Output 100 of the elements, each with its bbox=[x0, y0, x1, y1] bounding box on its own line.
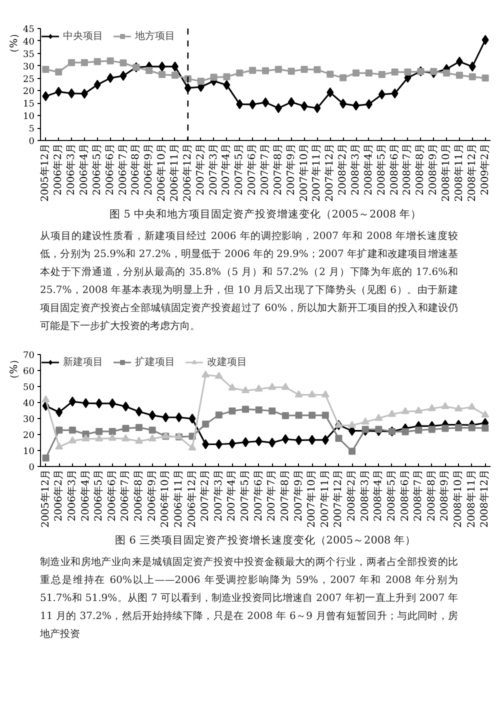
x-tick-label: 2006年2月 bbox=[52, 470, 65, 522]
point bbox=[274, 66, 282, 73]
point bbox=[402, 428, 409, 436]
point bbox=[42, 454, 50, 462]
x-tick-label: 2006年7月 bbox=[116, 144, 129, 196]
point bbox=[68, 396, 76, 407]
point bbox=[481, 410, 490, 418]
point bbox=[68, 88, 76, 98]
point bbox=[430, 68, 438, 76]
text: 图 6 三类项目固定资产投资增长速度变化（2005～2008 年） bbox=[114, 534, 416, 546]
x-tick-label: 2007年12月 bbox=[332, 469, 344, 528]
point bbox=[443, 70, 450, 77]
point bbox=[348, 448, 356, 455]
point bbox=[361, 417, 370, 425]
x-tick-label: 2008年8月 bbox=[414, 144, 426, 196]
x-tick-label: 2008年12月 bbox=[466, 143, 478, 202]
x-tick-label: 2006年12月 bbox=[181, 143, 194, 202]
text: 制造业和房地产业向来是城镇固定资产投资中投资金额最大的两个行业，两者占全部投资的比重总是维持在 60%以上——2006 年受调控影响降为 59%，2007 年和 2008 年分别为 51.7%和 51.9%。从图 7 可以看到，制造业投资同比增速自 2007 年初一直上升到 2007 年 11 月的 37.2%，然后开始持续下降，只是在 2008 年 6～9 月曾有短暂回升；与此同时，房地产投资 bbox=[40, 556, 458, 642]
point bbox=[197, 78, 204, 85]
point bbox=[294, 390, 303, 398]
point bbox=[482, 34, 489, 45]
point bbox=[391, 88, 398, 98]
point bbox=[314, 66, 321, 74]
point bbox=[415, 426, 422, 434]
point bbox=[223, 73, 230, 80]
x-tick-label: 2007年11月 bbox=[318, 469, 331, 528]
x-tick-label: 2006年3月 bbox=[66, 470, 78, 522]
x-tick-label: 2008年9月 bbox=[427, 144, 440, 196]
point bbox=[362, 426, 369, 433]
point bbox=[365, 70, 372, 77]
point bbox=[106, 73, 114, 84]
y-tick-label: 30 bbox=[23, 415, 35, 425]
point bbox=[136, 424, 143, 431]
point bbox=[210, 74, 218, 81]
point bbox=[228, 383, 236, 390]
x-tick-label: 2006年4月 bbox=[79, 470, 92, 522]
point bbox=[94, 80, 101, 90]
point bbox=[162, 412, 170, 422]
point bbox=[365, 99, 372, 110]
point bbox=[249, 66, 256, 74]
point bbox=[281, 382, 290, 390]
point bbox=[106, 57, 114, 64]
point bbox=[468, 402, 476, 410]
x-tick-label: 2007年9月 bbox=[284, 144, 297, 196]
point bbox=[80, 59, 88, 66]
point bbox=[171, 62, 178, 72]
x-tick-label: 2006年8月 bbox=[130, 144, 142, 196]
point bbox=[96, 428, 103, 435]
point bbox=[215, 439, 222, 450]
x-tick-label: 2008年6月 bbox=[388, 144, 400, 196]
x-tick-label: 2006年4月 bbox=[78, 144, 90, 196]
x-tick-label: 2006年12月 bbox=[186, 469, 198, 528]
point bbox=[352, 70, 360, 77]
y-tick-label: 0 bbox=[28, 463, 35, 473]
point bbox=[340, 98, 347, 109]
point bbox=[120, 70, 127, 81]
point bbox=[68, 426, 76, 434]
text: 图 5 中央和地方项目固定资产投资增速变化（2005～2008 年） bbox=[109, 208, 422, 220]
x-tick-label: 2007年5月 bbox=[239, 470, 252, 522]
y-tick-label: 10 bbox=[23, 447, 35, 457]
point bbox=[82, 434, 90, 442]
point bbox=[135, 436, 144, 444]
y-tick-label: 40 bbox=[23, 37, 35, 48]
point bbox=[184, 82, 192, 93]
point bbox=[288, 68, 295, 75]
x-tick-label: 2006年5月 bbox=[92, 470, 105, 522]
x-tick-label: 2008年4月 bbox=[362, 144, 374, 196]
point bbox=[55, 86, 62, 97]
x-tick-label: 2008年3月 bbox=[358, 470, 371, 522]
y-tick-label: 40 bbox=[23, 399, 35, 409]
x-tick-label: 2007年3月 bbox=[207, 144, 220, 196]
x-tick-label: 2008年12月 bbox=[478, 469, 491, 528]
x-tick-label: 2008年7月 bbox=[412, 470, 424, 522]
x-tick-label: 2006年5月 bbox=[90, 144, 103, 196]
x-tick-label: 2007年11月 bbox=[310, 143, 323, 202]
point bbox=[388, 410, 396, 417]
point bbox=[456, 56, 463, 67]
point bbox=[95, 434, 104, 442]
point bbox=[268, 407, 276, 414]
point bbox=[202, 439, 210, 450]
legend-label: 中央项目 bbox=[63, 30, 103, 43]
x-tick-label: 2007年8月 bbox=[278, 470, 291, 522]
point bbox=[468, 424, 476, 432]
point bbox=[148, 426, 156, 434]
point bbox=[136, 406, 143, 417]
x-tick-label: 2008年11月 bbox=[452, 143, 465, 202]
y-tick-label: 15 bbox=[23, 100, 35, 110]
point bbox=[295, 435, 302, 446]
point bbox=[108, 428, 116, 435]
point bbox=[268, 438, 276, 448]
point bbox=[321, 390, 330, 398]
x-tick-label: 2007年2月 bbox=[194, 144, 206, 196]
point bbox=[202, 420, 210, 428]
point bbox=[42, 91, 50, 102]
x-tick-label: 2006年7月 bbox=[119, 470, 132, 522]
point bbox=[308, 434, 316, 445]
point bbox=[308, 390, 316, 398]
x-tick-label: 2008年7月 bbox=[401, 144, 414, 196]
x-tick-label: 2008年4月 bbox=[372, 470, 384, 522]
x-tick-label: 2006年6月 bbox=[104, 144, 116, 196]
